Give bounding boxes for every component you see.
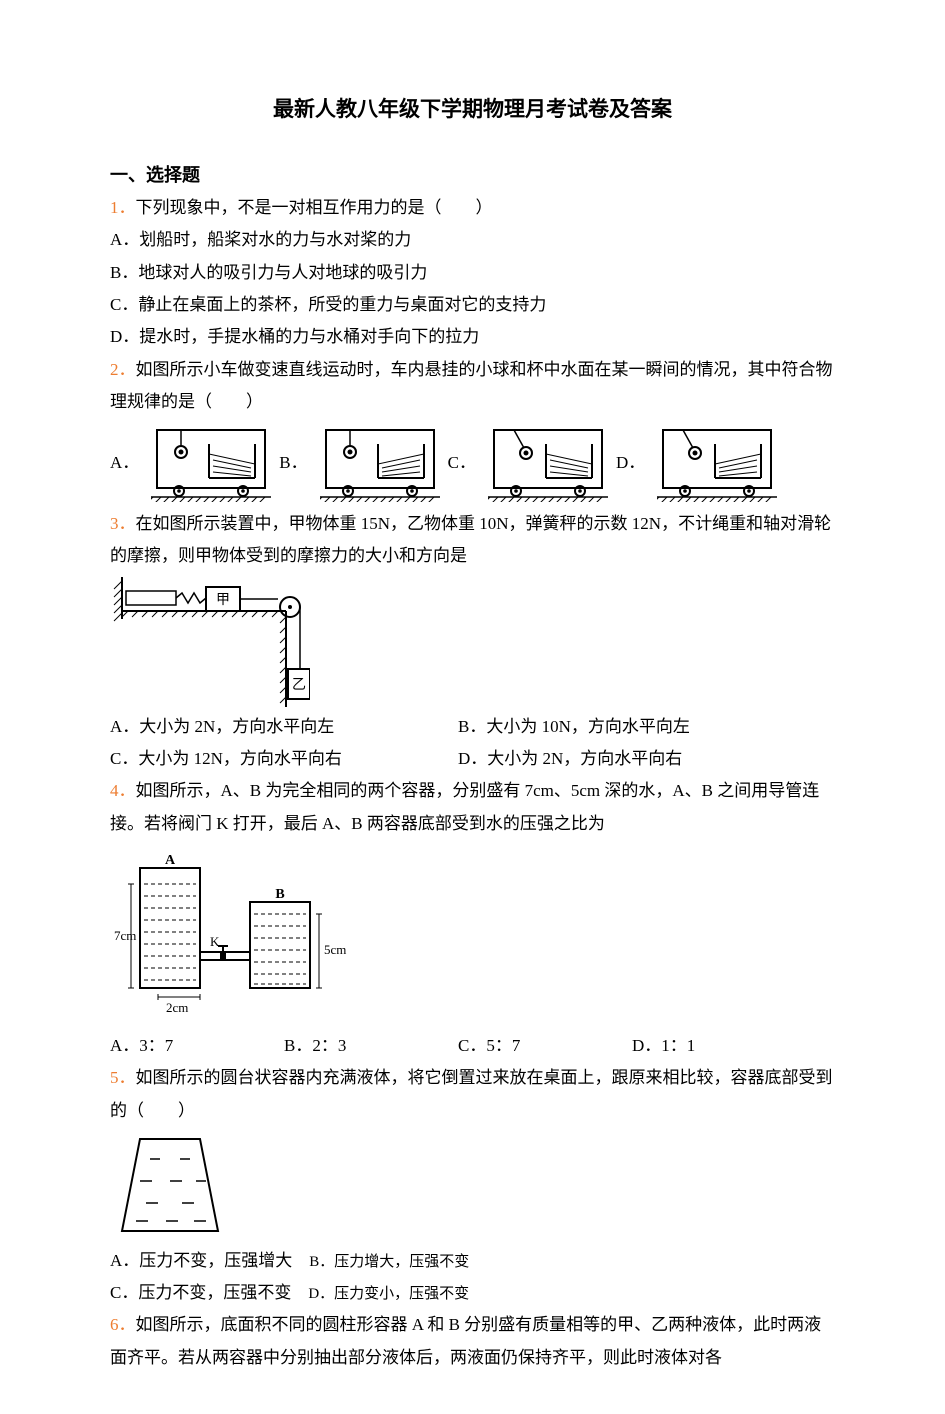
q4-options: A．3：7B．2：3C．5：7D．1：1: [110, 1030, 835, 1062]
q4-number: 4．: [110, 781, 136, 800]
q4-option-c: C．5：7: [458, 1030, 632, 1062]
q4-label-7cm: 7cm: [114, 928, 136, 943]
q3-option-b: B．大小为 10N，方向水平向左: [458, 711, 806, 743]
page: 最新人教八年级下学期物理月考试卷及答案 一、选择题 1．下列现象中，不是一对相互…: [0, 0, 945, 1414]
q2-stem: 如图所示小车做变速直线运动时，车内悬挂的小球和杯中水面在某一瞬间的情况，其中符合…: [110, 360, 833, 411]
q2-label-c: C．: [448, 447, 476, 479]
q4-label-b: B: [275, 887, 284, 902]
q2-diagram-b: [320, 424, 440, 502]
q5-options-row2: C．压力不变，压强不变 D．压力变小，压强不变: [110, 1277, 835, 1309]
q3-option-a: A．大小为 2N，方向水平向左: [110, 711, 458, 743]
q2-label-b: B．: [279, 447, 307, 479]
q5-options-row1: A．压力不变，压强增大 B．压力增大，压强不变: [110, 1245, 835, 1277]
q2-label-a: A．: [110, 447, 139, 479]
question-2: 2．如图所示小车做变速直线运动时，车内悬挂的小球和杯中水面在某一瞬间的情况，其中…: [110, 354, 835, 419]
q6-number: 6．: [110, 1315, 136, 1334]
q3-diagram: 甲 乙: [110, 577, 310, 707]
q1-option-a: A．划船时，船桨对水的力与水对桨的力: [110, 224, 835, 256]
q5-stem: 如图所示的圆台状容器内充满液体，将它倒置过来放在桌面上，跟原来相比较，容器底部受…: [110, 1068, 833, 1119]
q5-option-c: C．压力不变，压强不变: [110, 1283, 291, 1302]
q6-stem: 如图所示，底面积不同的圆柱形容器 A 和 B 分别盛有质量相等的甲、乙两种液体，…: [110, 1315, 821, 1366]
q2-diagram-d: [657, 424, 777, 502]
q5-diagram: [110, 1131, 230, 1241]
q3-number: 3．: [110, 514, 136, 533]
q4-label-a: A: [165, 853, 176, 868]
question-3: 3．在如图所示装置中，甲物体重 15N，乙物体重 10N，弹簧秤的示数 12N，…: [110, 508, 835, 573]
q4-option-b: B．2：3: [284, 1030, 458, 1062]
q1-option-c: C．静止在桌面上的茶杯，所受的重力与桌面对它的支持力: [110, 289, 835, 321]
q2-choices: A． B．: [110, 424, 835, 502]
q3-option-d: D．大小为 2N，方向水平向右: [458, 743, 806, 775]
q3-options-row2: C．大小为 12N，方向水平向右D．大小为 2N，方向水平向右: [110, 743, 835, 775]
q5-option-a: A．压力不变，压强增大: [110, 1251, 292, 1270]
question-6: 6．如图所示，底面积不同的圆柱形容器 A 和 B 分别盛有质量相等的甲、乙两种液…: [110, 1309, 835, 1374]
q4-option-a: A．3：7: [110, 1030, 284, 1062]
question-4: 4．如图所示，A、B 为完全相同的两个容器，分别盛有 7cm、5cm 深的水，A…: [110, 775, 835, 840]
doc-title: 最新人教八年级下学期物理月考试卷及答案: [110, 90, 835, 130]
question-5: 5．如图所示的圆台状容器内充满液体，将它倒置过来放在桌面上，跟原来相比较，容器底…: [110, 1062, 835, 1127]
q4-stem: 如图所示，A、B 为完全相同的两个容器，分别盛有 7cm、5cm 深的水，A、B…: [110, 781, 819, 832]
q3-label-jia: 甲: [216, 593, 230, 608]
q1-number: 1．: [110, 198, 136, 217]
q3-label-yi: 乙: [292, 677, 306, 693]
q5-option-d: D．压力变小，压强不变: [308, 1286, 469, 1302]
q1-stem: 下列现象中，不是一对相互作用力的是（ ）: [136, 198, 493, 217]
q4-option-d: D．1：1: [632, 1030, 806, 1062]
q2-diagram-c: [488, 424, 608, 502]
q5-option-b: B．压力增大，压强不变: [309, 1254, 469, 1270]
q2-diagram-a: [151, 424, 271, 502]
q4-label-5cm: 5cm: [324, 942, 346, 957]
q4-label-2cm: 2cm: [166, 1000, 188, 1015]
question-1: 1．下列现象中，不是一对相互作用力的是（ ）: [110, 192, 835, 224]
q3-stem: 在如图所示装置中，甲物体重 15N，乙物体重 10N，弹簧秤的示数 12N，不计…: [110, 514, 831, 565]
q4-diagram: A 7cm B 5cm K 2cm: [110, 850, 350, 1020]
q3-option-c: C．大小为 12N，方向水平向右: [110, 743, 458, 775]
q4-label-k: K: [210, 934, 220, 949]
q2-label-d: D．: [616, 447, 645, 479]
section-heading-1: 一、选择题: [110, 158, 835, 192]
q5-number: 5．: [110, 1068, 136, 1087]
q3-options-row1: A．大小为 2N，方向水平向左B．大小为 10N，方向水平向左: [110, 711, 835, 743]
q1-option-d: D．提水时，手提水桶的力与水桶对手向下的拉力: [110, 321, 835, 353]
q2-number: 2．: [110, 360, 136, 379]
q1-option-b: B．地球对人的吸引力与人对地球的吸引力: [110, 257, 835, 289]
